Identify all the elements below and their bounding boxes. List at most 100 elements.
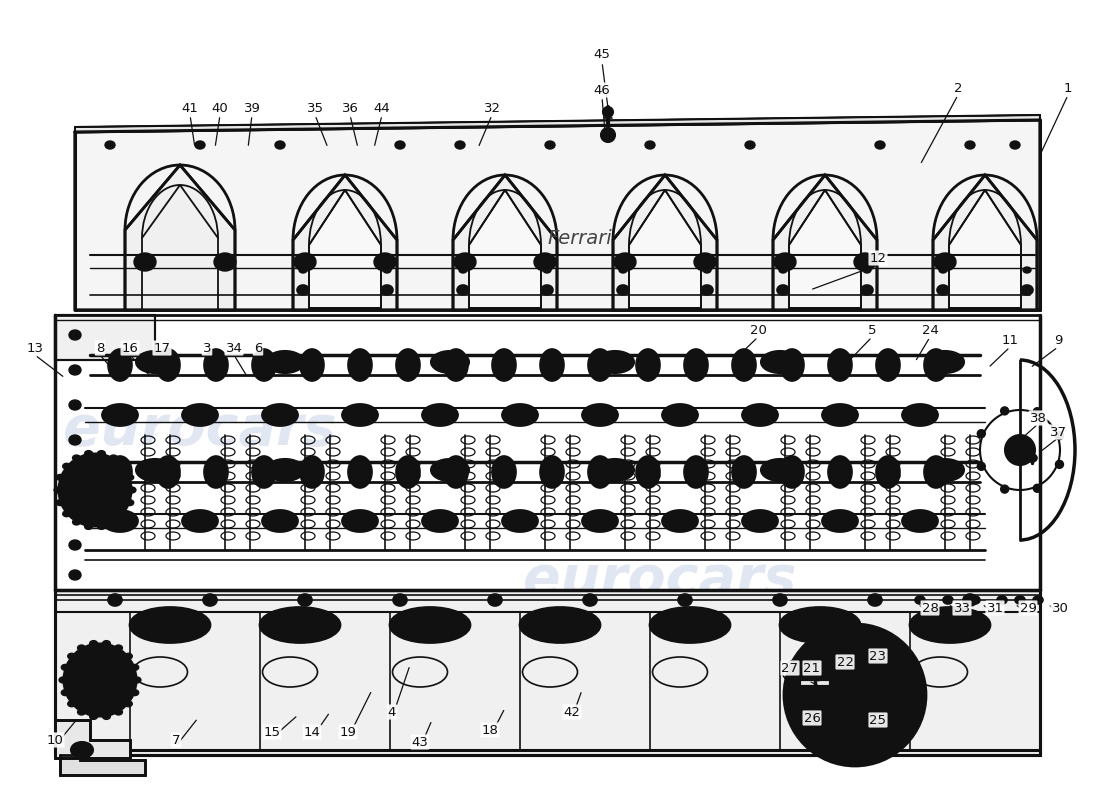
Ellipse shape (128, 487, 136, 493)
Ellipse shape (684, 456, 708, 488)
Text: eurocars: eurocars (64, 403, 337, 457)
Ellipse shape (703, 267, 711, 273)
Ellipse shape (544, 141, 556, 149)
Text: 5: 5 (868, 323, 877, 337)
Ellipse shape (143, 355, 167, 369)
Ellipse shape (832, 716, 844, 724)
Ellipse shape (64, 644, 136, 716)
Ellipse shape (835, 654, 845, 662)
Text: 17: 17 (154, 342, 170, 354)
Text: 31: 31 (987, 602, 1003, 614)
Ellipse shape (252, 349, 276, 381)
Text: 33: 33 (954, 602, 970, 614)
Text: 45: 45 (594, 49, 610, 62)
Polygon shape (55, 590, 1040, 755)
Ellipse shape (588, 349, 612, 381)
Text: 29: 29 (1020, 602, 1036, 614)
Ellipse shape (587, 408, 613, 422)
Ellipse shape (124, 701, 132, 706)
Ellipse shape (492, 349, 516, 381)
Ellipse shape (694, 253, 716, 271)
Ellipse shape (73, 653, 128, 707)
Ellipse shape (908, 514, 933, 528)
Ellipse shape (299, 267, 307, 273)
Ellipse shape (72, 742, 94, 758)
Ellipse shape (1033, 596, 1043, 604)
Ellipse shape (107, 514, 133, 528)
Ellipse shape (104, 141, 116, 149)
Ellipse shape (977, 430, 986, 438)
Ellipse shape (773, 594, 786, 606)
Ellipse shape (346, 408, 373, 422)
Ellipse shape (300, 456, 324, 488)
Ellipse shape (110, 519, 118, 525)
Ellipse shape (614, 253, 636, 271)
Ellipse shape (1027, 454, 1037, 462)
Text: 4: 4 (388, 706, 396, 718)
Ellipse shape (125, 500, 134, 506)
Ellipse shape (431, 351, 469, 373)
Ellipse shape (827, 514, 853, 528)
Ellipse shape (742, 510, 778, 532)
Ellipse shape (997, 596, 1006, 604)
Ellipse shape (780, 607, 860, 642)
Ellipse shape (346, 514, 373, 528)
Ellipse shape (348, 456, 372, 488)
Ellipse shape (684, 349, 708, 381)
Ellipse shape (780, 349, 804, 381)
Ellipse shape (62, 664, 69, 670)
Ellipse shape (619, 267, 627, 273)
Text: 43: 43 (411, 735, 428, 749)
Ellipse shape (678, 594, 692, 606)
Ellipse shape (784, 624, 926, 766)
Ellipse shape (400, 612, 460, 638)
Text: 37: 37 (1049, 426, 1067, 438)
Ellipse shape (856, 716, 868, 724)
Ellipse shape (534, 253, 556, 271)
Ellipse shape (924, 349, 948, 381)
Ellipse shape (774, 253, 796, 271)
Polygon shape (613, 175, 717, 310)
Ellipse shape (69, 540, 81, 550)
Ellipse shape (262, 404, 298, 426)
Polygon shape (55, 720, 130, 758)
Ellipse shape (69, 365, 81, 375)
Ellipse shape (828, 349, 852, 381)
Ellipse shape (69, 505, 81, 515)
Ellipse shape (119, 510, 128, 517)
Ellipse shape (68, 701, 76, 706)
Ellipse shape (747, 514, 773, 528)
Ellipse shape (444, 349, 468, 381)
Ellipse shape (102, 404, 138, 426)
Ellipse shape (1010, 141, 1020, 149)
Polygon shape (75, 120, 1040, 310)
Ellipse shape (182, 510, 218, 532)
Polygon shape (293, 175, 397, 310)
Ellipse shape (342, 510, 378, 532)
Ellipse shape (1001, 485, 1009, 493)
Ellipse shape (492, 456, 516, 488)
Text: 12: 12 (869, 251, 887, 265)
Ellipse shape (124, 654, 132, 659)
Ellipse shape (56, 500, 64, 506)
Ellipse shape (1012, 142, 1018, 147)
Ellipse shape (107, 142, 113, 147)
Ellipse shape (924, 456, 948, 488)
Ellipse shape (507, 408, 534, 422)
Ellipse shape (102, 510, 138, 532)
Ellipse shape (747, 408, 773, 422)
Ellipse shape (277, 142, 283, 147)
Ellipse shape (156, 349, 180, 381)
Ellipse shape (383, 267, 390, 273)
Ellipse shape (63, 463, 70, 470)
Ellipse shape (742, 404, 778, 426)
Ellipse shape (98, 523, 106, 530)
Ellipse shape (761, 459, 799, 481)
Text: 28: 28 (922, 602, 938, 614)
Ellipse shape (77, 709, 86, 715)
Ellipse shape (647, 142, 653, 147)
Ellipse shape (582, 510, 618, 532)
Polygon shape (309, 190, 381, 308)
Text: 24: 24 (922, 323, 938, 337)
Ellipse shape (902, 404, 938, 426)
